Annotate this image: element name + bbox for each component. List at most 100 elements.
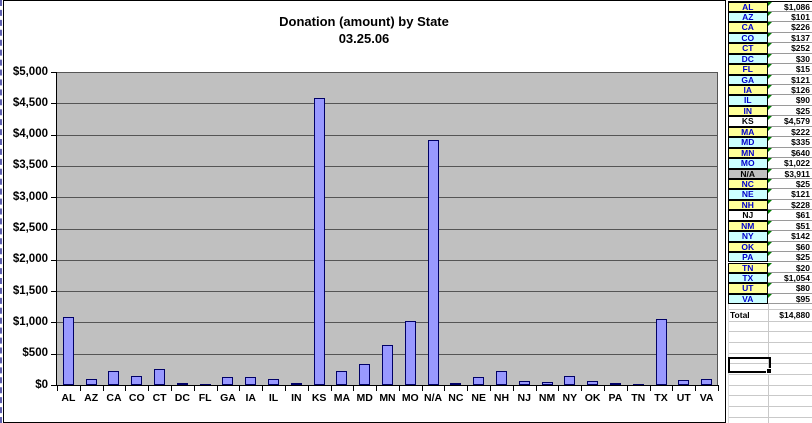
- state-cell-DC[interactable]: DC: [728, 53, 768, 65]
- value-cell-NY[interactable]: $142: [767, 231, 812, 242]
- state-cell-IA[interactable]: IA: [728, 85, 768, 96]
- value-cell-MA[interactable]: $222: [767, 126, 812, 138]
- bar-IA[interactable]: [245, 377, 257, 385]
- value-cell-CO[interactable]: $137: [767, 32, 812, 44]
- value-cell-FL[interactable]: $15: [767, 64, 812, 75]
- y-axis-label: $1,500: [12, 284, 48, 297]
- bar-NH[interactable]: [495, 371, 507, 385]
- bar-KS[interactable]: [313, 98, 325, 385]
- x-axis-label-MO: MO: [401, 392, 419, 404]
- bar-OK[interactable]: [587, 381, 599, 385]
- state-cell-IL[interactable]: IL: [728, 95, 768, 106]
- value-cell-GA[interactable]: $121: [767, 74, 812, 86]
- state-cell-IN[interactable]: IN: [728, 105, 768, 117]
- selection-fill-handle[interactable]: [766, 367, 772, 374]
- value-cell-UT[interactable]: $80: [767, 283, 812, 294]
- bar-IL[interactable]: [268, 379, 280, 385]
- value-cell-NJ[interactable]: $61: [767, 210, 812, 221]
- value-cell-NE[interactable]: $121: [767, 189, 812, 200]
- x-axis-tick: [535, 386, 537, 391]
- bar-N/A[interactable]: [427, 140, 439, 385]
- value-cell-TN[interactable]: $20: [767, 262, 812, 273]
- state-cell-NM[interactable]: NM: [728, 220, 768, 232]
- state-cell-CT[interactable]: CT: [728, 43, 768, 54]
- state-cell-GA[interactable]: GA: [728, 74, 768, 86]
- bar-DC[interactable]: [176, 383, 188, 385]
- bar-AZ[interactable]: [85, 379, 97, 385]
- state-cell-TN[interactable]: TN: [728, 262, 768, 273]
- value-cell-MO[interactable]: $1,022: [767, 158, 812, 169]
- state-cell-TX[interactable]: TX: [728, 272, 768, 284]
- state-cell-NY[interactable]: NY: [728, 231, 768, 242]
- state-cell-FL[interactable]: FL: [728, 64, 768, 75]
- total-value[interactable]: $14,880: [779, 309, 810, 320]
- plot-area: [57, 72, 718, 386]
- state-cell-CA[interactable]: CA: [728, 22, 768, 33]
- value-cell-IL[interactable]: $90: [767, 95, 812, 106]
- value-cell-N/A[interactable]: $3,911: [767, 168, 812, 179]
- value-cell-DC[interactable]: $30: [767, 53, 812, 65]
- bar-TX[interactable]: [655, 319, 667, 385]
- bar-IN[interactable]: [290, 383, 302, 385]
- value-cell-OK[interactable]: $60: [767, 241, 812, 253]
- value-cell-CT[interactable]: $252: [767, 43, 812, 54]
- state-cell-UT[interactable]: UT: [728, 283, 768, 294]
- value-cell-AZ[interactable]: $101: [767, 11, 812, 23]
- bar-MO[interactable]: [404, 321, 416, 385]
- value-cell-TX[interactable]: $1,054: [767, 272, 812, 284]
- value-cell-IN[interactable]: $25: [767, 105, 812, 117]
- value-cell-AL[interactable]: $1,086: [767, 1, 812, 12]
- state-cell-MO[interactable]: MO: [728, 158, 768, 169]
- state-cell-VA[interactable]: VA: [728, 293, 768, 305]
- bar-MA[interactable]: [336, 371, 348, 385]
- formula-corner-mark: [767, 199, 772, 204]
- value-cell-PA[interactable]: $25: [767, 252, 812, 263]
- bar-NM[interactable]: [541, 382, 553, 385]
- total-label[interactable]: Total: [730, 309, 750, 320]
- state-cell-OK[interactable]: OK: [728, 241, 768, 253]
- value-cell-VA[interactable]: $95: [767, 293, 812, 305]
- state-cell-MA[interactable]: MA: [728, 126, 768, 138]
- value-cell-NM[interactable]: $51: [767, 220, 812, 232]
- x-axis-label-NC: NC: [448, 392, 464, 404]
- value-cell-KS[interactable]: $4,579: [767, 116, 812, 127]
- bar-AL[interactable]: [62, 317, 74, 385]
- value-cell-MD[interactable]: $335: [767, 137, 812, 148]
- bar-GA[interactable]: [222, 377, 234, 385]
- bar-NE[interactable]: [473, 377, 485, 385]
- bar-VA[interactable]: [701, 379, 713, 385]
- bar-CO[interactable]: [131, 376, 143, 385]
- state-cell-CO[interactable]: CO: [728, 32, 768, 44]
- bar-MD[interactable]: [359, 364, 371, 385]
- value-cell-NC[interactable]: $25: [767, 178, 812, 190]
- bar-NC[interactable]: [450, 383, 462, 385]
- bar-UT[interactable]: [678, 380, 690, 385]
- value-cell-CA[interactable]: $226: [767, 22, 812, 33]
- state-cell-N/A[interactable]: N/A: [728, 168, 768, 179]
- state-cell-NH[interactable]: NH: [728, 199, 768, 211]
- state-cell-MD[interactable]: MD: [728, 137, 768, 148]
- bar-NJ[interactable]: [518, 381, 530, 385]
- state-cell-PA[interactable]: PA: [728, 252, 768, 263]
- state-cell-AL[interactable]: AL: [728, 1, 768, 12]
- value-cell-MN[interactable]: $640: [767, 147, 812, 159]
- x-axis-tick: [421, 386, 423, 391]
- x-axis-tick: [376, 386, 378, 391]
- selected-cell[interactable]: [728, 356, 772, 374]
- state-cell-NE[interactable]: NE: [728, 189, 768, 200]
- value-cell-NH[interactable]: $228: [767, 199, 812, 211]
- state-cell-KS[interactable]: KS: [728, 116, 768, 127]
- bar-CA[interactable]: [108, 371, 120, 385]
- value-cell-IA[interactable]: $126: [767, 85, 812, 96]
- formula-corner-mark: [767, 210, 772, 215]
- bar-NY[interactable]: [564, 376, 576, 385]
- bar-MN[interactable]: [382, 345, 393, 385]
- state-cell-MN[interactable]: MN: [728, 147, 768, 159]
- state-cell-NC[interactable]: NC: [728, 178, 768, 190]
- bar-PA[interactable]: [609, 383, 621, 385]
- state-cell-AZ[interactable]: AZ: [728, 11, 768, 23]
- state-cell-NJ[interactable]: NJ: [728, 210, 768, 221]
- bar-CT[interactable]: [154, 369, 166, 385]
- table-row: VA $95: [728, 293, 812, 305]
